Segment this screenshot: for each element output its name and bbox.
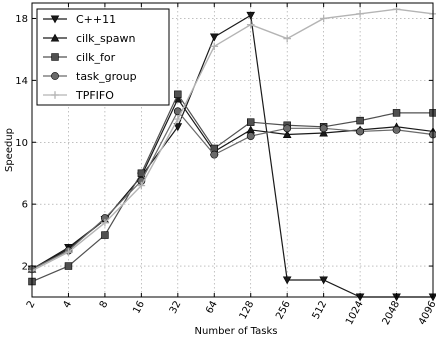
legend-label-cilk-spawn: cilk_spawn [76, 32, 135, 45]
y-axis-label: Speedup [4, 128, 15, 172]
legend-marker-task-group [51, 72, 59, 80]
data-point-cilk-spawn [246, 125, 256, 134]
legend-entry-c-11: C++11 [43, 13, 116, 26]
y-tick-label: 10 [15, 138, 28, 149]
series-cilk-spawn [27, 94, 436, 273]
y-tick-label: 14 [15, 76, 28, 87]
data-point-tpfifo [319, 14, 328, 23]
data-point-cilk-for [356, 116, 364, 125]
data-point-tpfifo [246, 20, 255, 29]
x-tick-label: 32 [168, 299, 184, 315]
data-point-cilk-for [247, 118, 255, 126]
legend-label-cilk-for: cilk_for [76, 51, 116, 64]
series-line-task-group [31, 110, 434, 270]
x-tick-label: 16 [131, 299, 147, 315]
legend-marker-cilk-for [51, 53, 59, 61]
legend-label-task-group: task_group [76, 70, 137, 83]
series-line-cilk-for [31, 93, 433, 283]
legend-entry-cilk-for: cilk_for [43, 51, 116, 64]
data-point-c-11 [209, 33, 219, 42]
data-point-cilk-for [392, 109, 401, 117]
x-axis-label: Number of Tasks [195, 326, 278, 337]
legend-label-c-11: C++11 [76, 13, 116, 26]
data-point-task-group [210, 150, 219, 159]
data-point-cilk-for [64, 262, 73, 270]
x-tick-label: 2 [25, 299, 38, 310]
y-tick-label: 6 [22, 200, 28, 211]
legend-marker-tpfifo [51, 91, 59, 99]
data-point-tpfifo [64, 248, 73, 256]
x-tick-label: 512 [311, 299, 330, 321]
data-point-task-group [356, 127, 365, 136]
data-point-cilk-for [174, 90, 182, 99]
x-tick-label: 256 [274, 299, 293, 321]
data-point-task-group [319, 124, 328, 133]
data-point-tpfifo [356, 10, 364, 18]
x-tick-label: 4096 [417, 299, 436, 327]
data-point-tpfifo [174, 115, 182, 123]
data-point-c-11 [319, 276, 328, 285]
series-line-cilk-spawn [31, 97, 434, 270]
data-point-c-11 [246, 11, 256, 20]
data-point-task-group [246, 132, 255, 140]
x-tick-label: 2048 [381, 299, 403, 327]
x-tick-label: 8 [98, 299, 111, 310]
data-point-c-11 [173, 123, 183, 132]
x-tick-label: 128 [238, 299, 257, 321]
plot-frame [31, 2, 434, 298]
legend-entry-tpfifo: TPFIFO [43, 89, 114, 102]
y-tick-label: 18 [15, 14, 28, 25]
data-point-tpfifo [210, 42, 219, 51]
series-line-tpfifo [31, 8, 434, 272]
legend-marker-c-11 [50, 15, 60, 24]
data-point-tpfifo [137, 181, 146, 190]
legend-marker-cilk-spawn [50, 33, 60, 42]
x-tick-label: 1024 [344, 299, 366, 327]
series-cilk-for [28, 90, 436, 286]
data-point-task-group [392, 125, 401, 134]
data-point-cilk-spawn [319, 128, 328, 137]
data-point-tpfifo [101, 218, 109, 227]
legend: C++11 cilk_spawn cilk_for task_group TPFIFO [36, 8, 170, 106]
data-point-tpfifo [283, 34, 291, 43]
x-tick-label: 64 [204, 299, 220, 315]
y-tick-label: 2 [22, 262, 28, 273]
x-tick-label: 4 [61, 299, 74, 310]
data-point-cilk-for [101, 231, 109, 239]
legend-entry-cilk-spawn: cilk_spawn [43, 32, 135, 45]
data-point-cilk-spawn [282, 130, 292, 139]
data-point-task-group [283, 124, 292, 133]
legend-label-tpfifo: TPFIFO [75, 89, 114, 102]
legend-entry-task-group: task_group [43, 70, 137, 83]
data-point-c-11 [282, 276, 292, 285]
